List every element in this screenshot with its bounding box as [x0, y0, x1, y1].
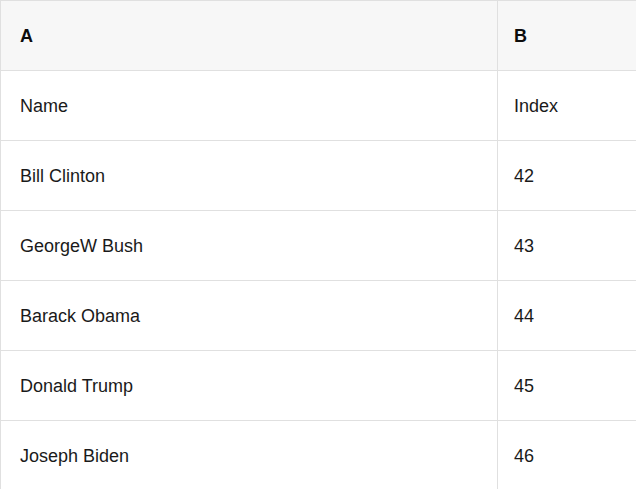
table-row: Name Index: [1, 71, 636, 141]
cell-column-a[interactable]: Name: [1, 71, 498, 140]
cell-column-b[interactable]: 44: [498, 281, 636, 350]
table-row: Joseph Biden 46: [1, 421, 636, 489]
column-header-b[interactable]: B: [498, 1, 636, 70]
spreadsheet-table: A B Name Index Bill Clinton 42 GeorgeW B…: [0, 0, 636, 489]
cell-column-b[interactable]: 45: [498, 351, 636, 420]
column-header-a[interactable]: A: [1, 1, 498, 70]
column-header-row: A B: [1, 1, 636, 71]
cell-column-a[interactable]: Joseph Biden: [1, 421, 498, 489]
cell-column-a[interactable]: GeorgeW Bush: [1, 211, 498, 280]
cell-column-b[interactable]: Index: [498, 71, 636, 140]
cell-column-a[interactable]: Donald Trump: [1, 351, 498, 420]
cell-column-b[interactable]: 46: [498, 421, 636, 489]
table-row: Barack Obama 44: [1, 281, 636, 351]
table-body: Name Index Bill Clinton 42 GeorgeW Bush …: [1, 71, 636, 489]
table-row: Donald Trump 45: [1, 351, 636, 421]
cell-column-b[interactable]: 42: [498, 141, 636, 210]
table-row: Bill Clinton 42: [1, 141, 636, 211]
table-row: GeorgeW Bush 43: [1, 211, 636, 281]
cell-column-a[interactable]: Bill Clinton: [1, 141, 498, 210]
cell-column-b[interactable]: 43: [498, 211, 636, 280]
cell-column-a[interactable]: Barack Obama: [1, 281, 498, 350]
